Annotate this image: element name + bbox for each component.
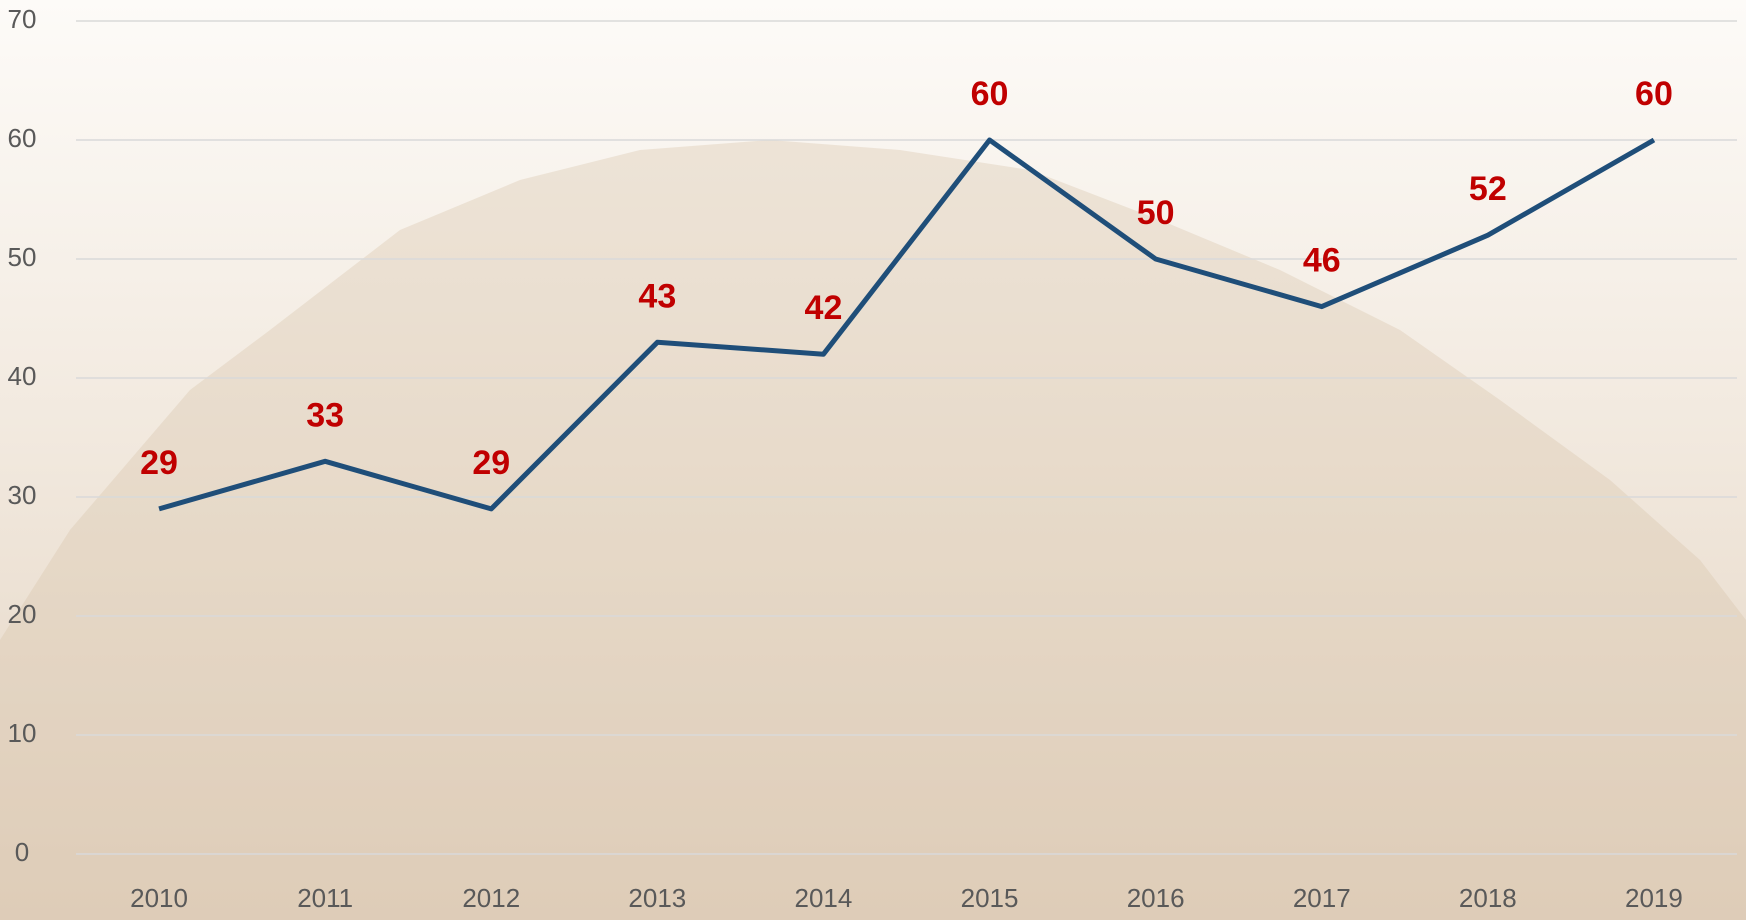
y-tick-label: 10 (8, 718, 37, 748)
y-tick-label: 60 (8, 123, 37, 153)
data-label: 50 (1137, 194, 1175, 232)
chart: 0 10 20 30 40 50 60 70 2010 2011 2012 2013 2014 2015 2… (0, 0, 1746, 920)
x-tick-label: 2019 (1625, 883, 1683, 913)
y-tick-label: 0 (15, 837, 29, 867)
data-label: 52 (1469, 170, 1507, 208)
data-label: 33 (306, 396, 344, 434)
y-tick-label: 30 (8, 480, 37, 510)
x-tick-label: 2011 (297, 883, 353, 913)
x-tick-label: 2012 (462, 883, 520, 913)
data-label: 46 (1303, 242, 1341, 280)
x-tick-label: 2017 (1293, 883, 1351, 913)
y-tick-label: 50 (8, 242, 37, 272)
page: 0 10 20 30 40 50 60 70 2010 2011 2012 2013 2014 2015 2… (0, 0, 1746, 920)
data-label: 60 (971, 75, 1009, 113)
y-tick-label: 20 (8, 599, 37, 629)
y-tick-label: 70 (8, 4, 37, 34)
y-tick-label: 40 (8, 361, 37, 391)
x-tick-label: 2014 (795, 883, 853, 913)
x-tick-label: 2013 (628, 883, 686, 913)
data-label: 43 (638, 277, 676, 315)
x-tick-label: 2015 (961, 883, 1019, 913)
data-label: 29 (140, 444, 178, 482)
x-tick-label: 2018 (1459, 883, 1517, 913)
data-label: 29 (472, 444, 510, 482)
x-tick-label: 2016 (1127, 883, 1185, 913)
data-label: 60 (1635, 75, 1673, 113)
data-label: 42 (805, 289, 843, 327)
x-tick-label: 2010 (130, 883, 188, 913)
